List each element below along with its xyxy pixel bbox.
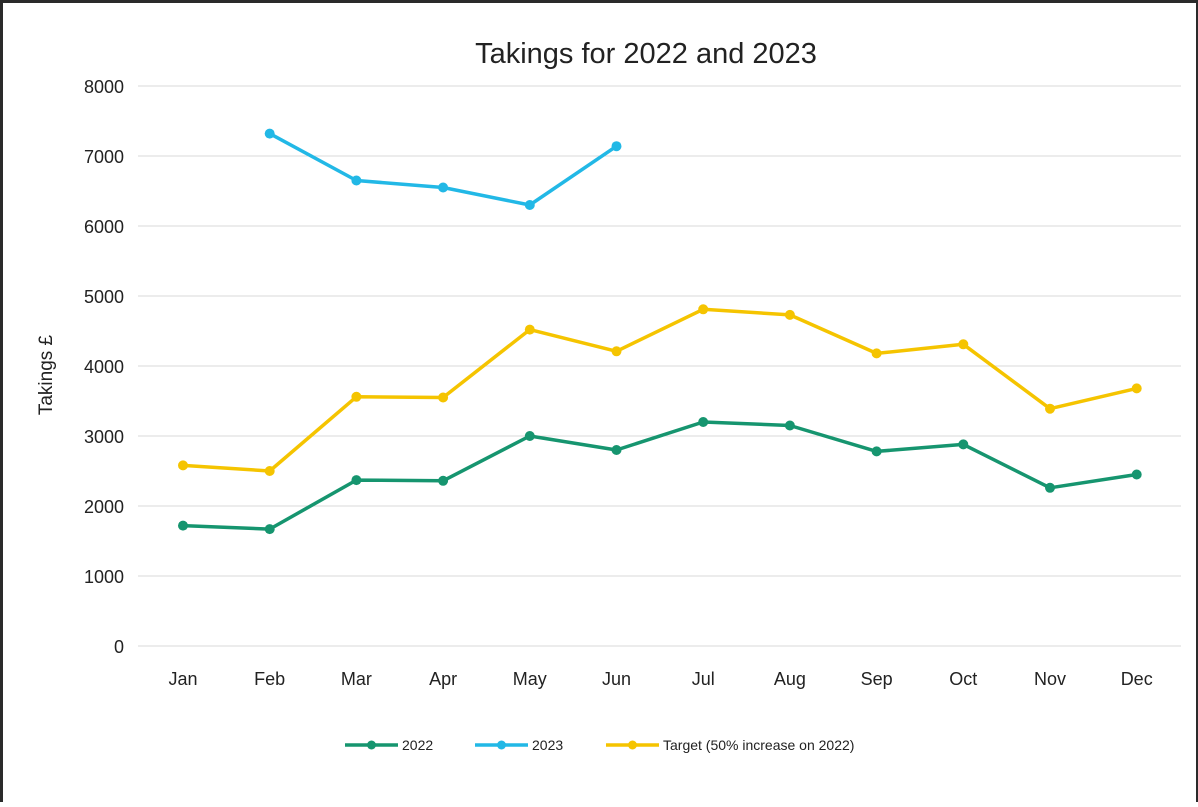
- series-2: [264, 128, 622, 210]
- data-point: [611, 346, 622, 357]
- x-tick-label: Jan: [168, 669, 197, 689]
- data-point: [264, 524, 275, 535]
- legend-item: 2023: [475, 737, 563, 753]
- data-point: [784, 309, 795, 320]
- legend-item: Target (50% increase on 2022): [606, 737, 854, 753]
- data-point: [1131, 469, 1142, 480]
- series-line: [181, 307, 1139, 473]
- data-point: [698, 417, 709, 427]
- y-tick-label: 0: [114, 637, 124, 657]
- data-point: [698, 304, 709, 315]
- x-tick-label: Aug: [774, 669, 806, 689]
- legend-label: Target (50% increase on 2022): [663, 737, 854, 753]
- y-tick-label: 8000: [84, 77, 124, 97]
- data-point: [524, 200, 535, 210]
- x-tick-label: Nov: [1034, 669, 1066, 689]
- data-point: [178, 460, 188, 471]
- x-axis-ticks: Jan Feb Mar Apr May Jun Jul Aug Sep Oct Nov Dec: [168, 669, 1152, 689]
- x-tick-label: May: [513, 669, 547, 689]
- y-tick-label: 3000: [84, 427, 124, 447]
- legend-marker: [628, 740, 637, 750]
- x-tick-label: Oct: [949, 669, 977, 689]
- data-point: [524, 431, 535, 441]
- x-tick-label: Apr: [429, 669, 457, 689]
- data-point: [611, 141, 622, 152]
- line-chart: Takings for 2022 and 2023 Takings £ 0 100…: [36, 38, 1181, 753]
- data-point: [438, 392, 449, 403]
- legend-item: 2022: [345, 737, 433, 753]
- x-tick-label: Jul: [692, 669, 715, 689]
- data-point: [784, 420, 795, 431]
- y-tick-label: 1000: [84, 567, 124, 587]
- legend-marker: [367, 740, 376, 750]
- data-point: [264, 466, 275, 476]
- data-point: [264, 128, 275, 139]
- legend-label: 2022: [402, 737, 433, 753]
- y-tick-label: 7000: [84, 147, 124, 167]
- series-line: [267, 131, 619, 207]
- y-tick-label: 2000: [84, 497, 124, 517]
- y-tick-label: 4000: [84, 357, 124, 377]
- data-point: [438, 182, 449, 193]
- y-axis-label: Takings £: [36, 334, 57, 415]
- x-tick-label: Dec: [1121, 669, 1153, 689]
- series-3: [178, 304, 1142, 476]
- data-point: [351, 175, 362, 186]
- data-point: [351, 391, 362, 402]
- data-point: [351, 475, 362, 486]
- data-point: [958, 439, 969, 450]
- data-point: [178, 520, 188, 531]
- y-axis-ticks: 0 1000 2000 3000 4000 5000 6000 7000 8000: [84, 77, 124, 657]
- data-point: [871, 348, 882, 359]
- y-tick-label: 5000: [84, 287, 124, 307]
- data-point: [611, 445, 622, 455]
- x-tick-label: Jun: [602, 669, 631, 689]
- x-tick-label: Feb: [254, 669, 285, 689]
- x-tick-label: Sep: [861, 669, 893, 689]
- data-point: [1131, 383, 1142, 394]
- series-1: [178, 417, 1142, 535]
- series-line: [181, 420, 1139, 531]
- data-point: [524, 324, 535, 335]
- x-tick-label: Mar: [341, 669, 372, 689]
- legend: 2022 2023 Target (50% increase on 2022): [345, 737, 854, 753]
- data-point: [438, 475, 449, 486]
- data-point: [1045, 482, 1055, 493]
- legend-label: 2023: [532, 737, 563, 753]
- chart-title: Takings for 2022 and 2023: [475, 38, 817, 70]
- legend-marker: [497, 740, 506, 750]
- data-point: [1045, 403, 1055, 414]
- data-point: [958, 339, 969, 350]
- grid-lines: [138, 85, 1181, 647]
- y-tick-label: 6000: [84, 217, 124, 237]
- series-lines: [178, 128, 1142, 535]
- data-point: [871, 446, 882, 457]
